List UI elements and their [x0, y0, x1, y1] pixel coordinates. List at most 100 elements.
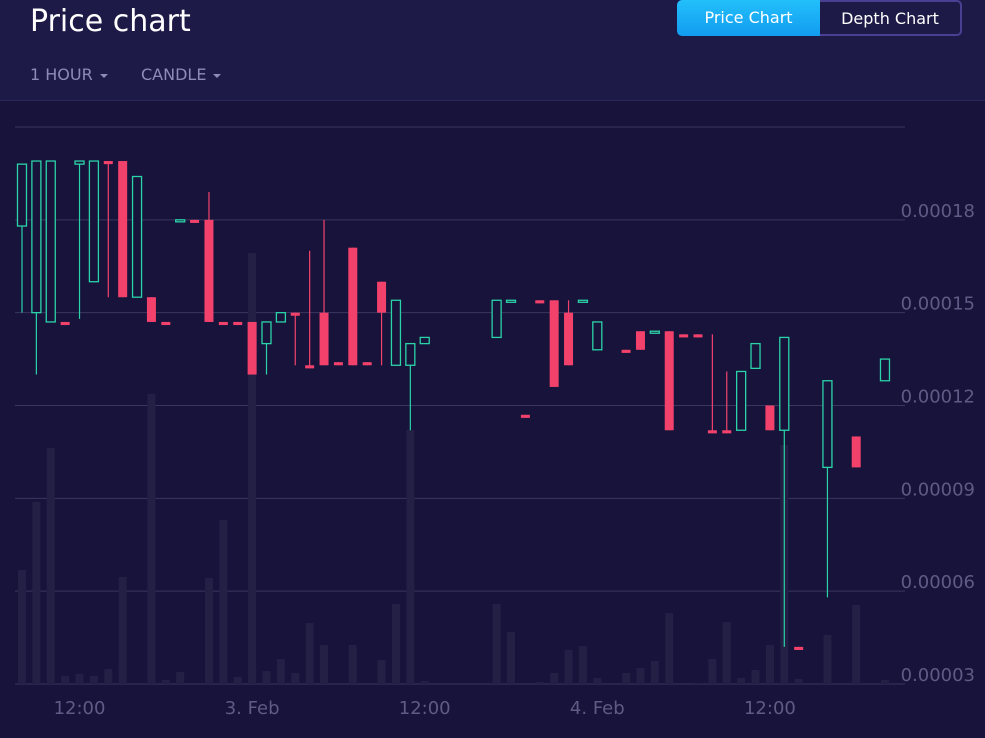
volume-bar	[219, 520, 228, 684]
candle-body	[275, 312, 287, 323]
volume-bar	[737, 678, 746, 684]
x-tick-label: 12:00	[399, 698, 451, 719]
y-tick-label: 0.00012	[901, 387, 975, 408]
candle-body	[175, 219, 186, 223]
candle-body	[88, 160, 100, 283]
candle-body	[161, 321, 171, 326]
volume-bar	[176, 672, 185, 684]
type-dropdown[interactable]: CANDLE	[141, 65, 221, 84]
volume-bar	[722, 622, 731, 684]
volume-bar	[665, 613, 674, 684]
volume-bar	[391, 604, 400, 684]
price-chart-button[interactable]: Price Chart	[677, 0, 820, 36]
candle-body	[535, 300, 545, 304]
volume-bar	[406, 430, 415, 684]
volume-bar	[147, 394, 156, 684]
volume-bar	[708, 659, 717, 684]
candle-body	[290, 312, 300, 316]
candle-body	[577, 299, 589, 303]
volume-bar	[89, 676, 98, 684]
volume-bar	[622, 673, 631, 684]
volume-bar	[46, 448, 55, 684]
volume-bar	[61, 676, 70, 684]
candle-body	[491, 299, 502, 339]
volume-bar	[578, 646, 587, 684]
volume-bar	[291, 673, 300, 684]
candle-body	[635, 331, 645, 350]
candle-body	[146, 297, 156, 322]
volume-bar	[118, 577, 127, 684]
candle-body	[103, 161, 113, 165]
candle-body	[735, 370, 747, 431]
candle-body	[592, 321, 603, 351]
interval-dropdown[interactable]: 1 HOUR	[30, 65, 108, 84]
candle-body	[362, 362, 372, 366]
volume-bar	[880, 680, 889, 684]
volume-bar	[535, 682, 544, 684]
volume-bar	[262, 671, 271, 684]
volume-bar	[233, 677, 242, 684]
candle-body	[564, 312, 574, 366]
candle-body	[305, 365, 315, 369]
y-tick-label: 0.00009	[901, 479, 975, 500]
volume-bar	[794, 679, 803, 684]
volume-bar	[276, 659, 285, 684]
candle-body	[190, 219, 200, 223]
candle-body	[348, 247, 358, 366]
candle-body	[664, 331, 674, 431]
y-tick-label: 0.00006	[901, 572, 975, 593]
volume-bar	[852, 605, 861, 684]
candle-body	[131, 175, 143, 298]
candle-body	[218, 321, 228, 326]
candle-body	[851, 436, 861, 468]
candle-body	[261, 321, 272, 345]
candle-body	[390, 299, 402, 366]
volume-bar	[550, 673, 559, 684]
candle-body	[333, 362, 343, 366]
candle-body	[649, 330, 660, 334]
candle-body	[722, 430, 732, 434]
candle-body	[405, 342, 416, 366]
volume-bar	[248, 253, 257, 684]
volume-bar	[75, 674, 84, 684]
candle-body	[419, 336, 430, 345]
volume-bar	[564, 650, 573, 684]
y-tick-label: 0.00003	[901, 665, 975, 686]
x-tick-label: 4. Feb	[570, 698, 625, 719]
volume-bar	[765, 645, 774, 684]
depth-chart-button[interactable]: Depth Chart	[820, 0, 962, 36]
candle-body	[377, 281, 387, 313]
y-tick-label: 0.00015	[901, 294, 975, 315]
candle-body	[233, 321, 243, 326]
candle-body	[247, 321, 257, 375]
volume-bar	[650, 661, 659, 684]
volume-bar	[161, 680, 170, 684]
candle-body	[822, 380, 833, 469]
candle-body	[31, 160, 42, 314]
header: Price chart 1 HOUR CANDLE Price Chart De…	[0, 0, 985, 101]
volume-bar	[104, 669, 113, 684]
candle-body	[621, 349, 631, 353]
volume-bar	[507, 632, 516, 684]
volume-bar	[492, 604, 501, 684]
volume-bar	[377, 660, 386, 684]
candle-body	[765, 405, 775, 431]
candle-body	[45, 160, 56, 323]
volume-bar	[693, 683, 702, 684]
candle-body	[520, 414, 530, 418]
candle-body	[679, 334, 689, 338]
volume-bar	[823, 635, 832, 684]
x-tick-label: 12:00	[54, 698, 106, 719]
x-tick-label: 3. Feb	[225, 698, 280, 719]
volume-bar	[348, 645, 357, 684]
candle-body	[74, 160, 85, 165]
volume-bar	[17, 570, 26, 684]
candle-body	[118, 161, 128, 298]
candle-body	[204, 219, 214, 322]
candle-body	[779, 336, 790, 431]
x-tick-label: 12:00	[744, 698, 796, 719]
candle-body	[16, 163, 28, 227]
candle-body	[505, 299, 517, 303]
volume-bar	[204, 578, 213, 684]
